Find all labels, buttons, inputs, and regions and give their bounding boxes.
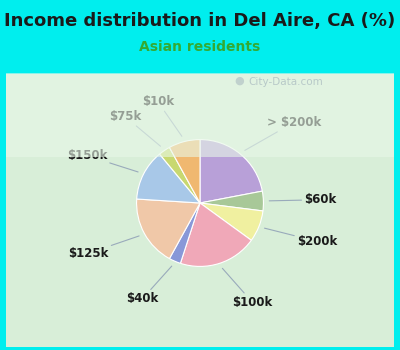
Text: Asian residents: Asian residents (139, 40, 261, 54)
Wedge shape (136, 199, 200, 259)
Text: City-Data.com: City-Data.com (248, 77, 323, 87)
Text: $40k: $40k (126, 266, 172, 305)
Text: $75k: $75k (109, 110, 160, 146)
Text: > $200k: > $200k (245, 116, 321, 150)
Text: $125k: $125k (68, 236, 139, 260)
Wedge shape (200, 203, 263, 240)
Text: $100k: $100k (222, 268, 272, 309)
Text: ●: ● (234, 76, 244, 86)
Wedge shape (137, 154, 200, 203)
Wedge shape (160, 147, 200, 203)
Wedge shape (200, 191, 264, 211)
Text: $150k: $150k (67, 149, 138, 172)
Wedge shape (170, 140, 200, 203)
Wedge shape (180, 203, 251, 266)
Text: $60k: $60k (269, 193, 336, 206)
Text: Income distribution in Del Aire, CA (%): Income distribution in Del Aire, CA (%) (4, 12, 396, 30)
Text: $10k: $10k (142, 96, 182, 136)
Wedge shape (200, 140, 262, 203)
Text: $200k: $200k (264, 228, 337, 248)
Wedge shape (170, 203, 200, 263)
